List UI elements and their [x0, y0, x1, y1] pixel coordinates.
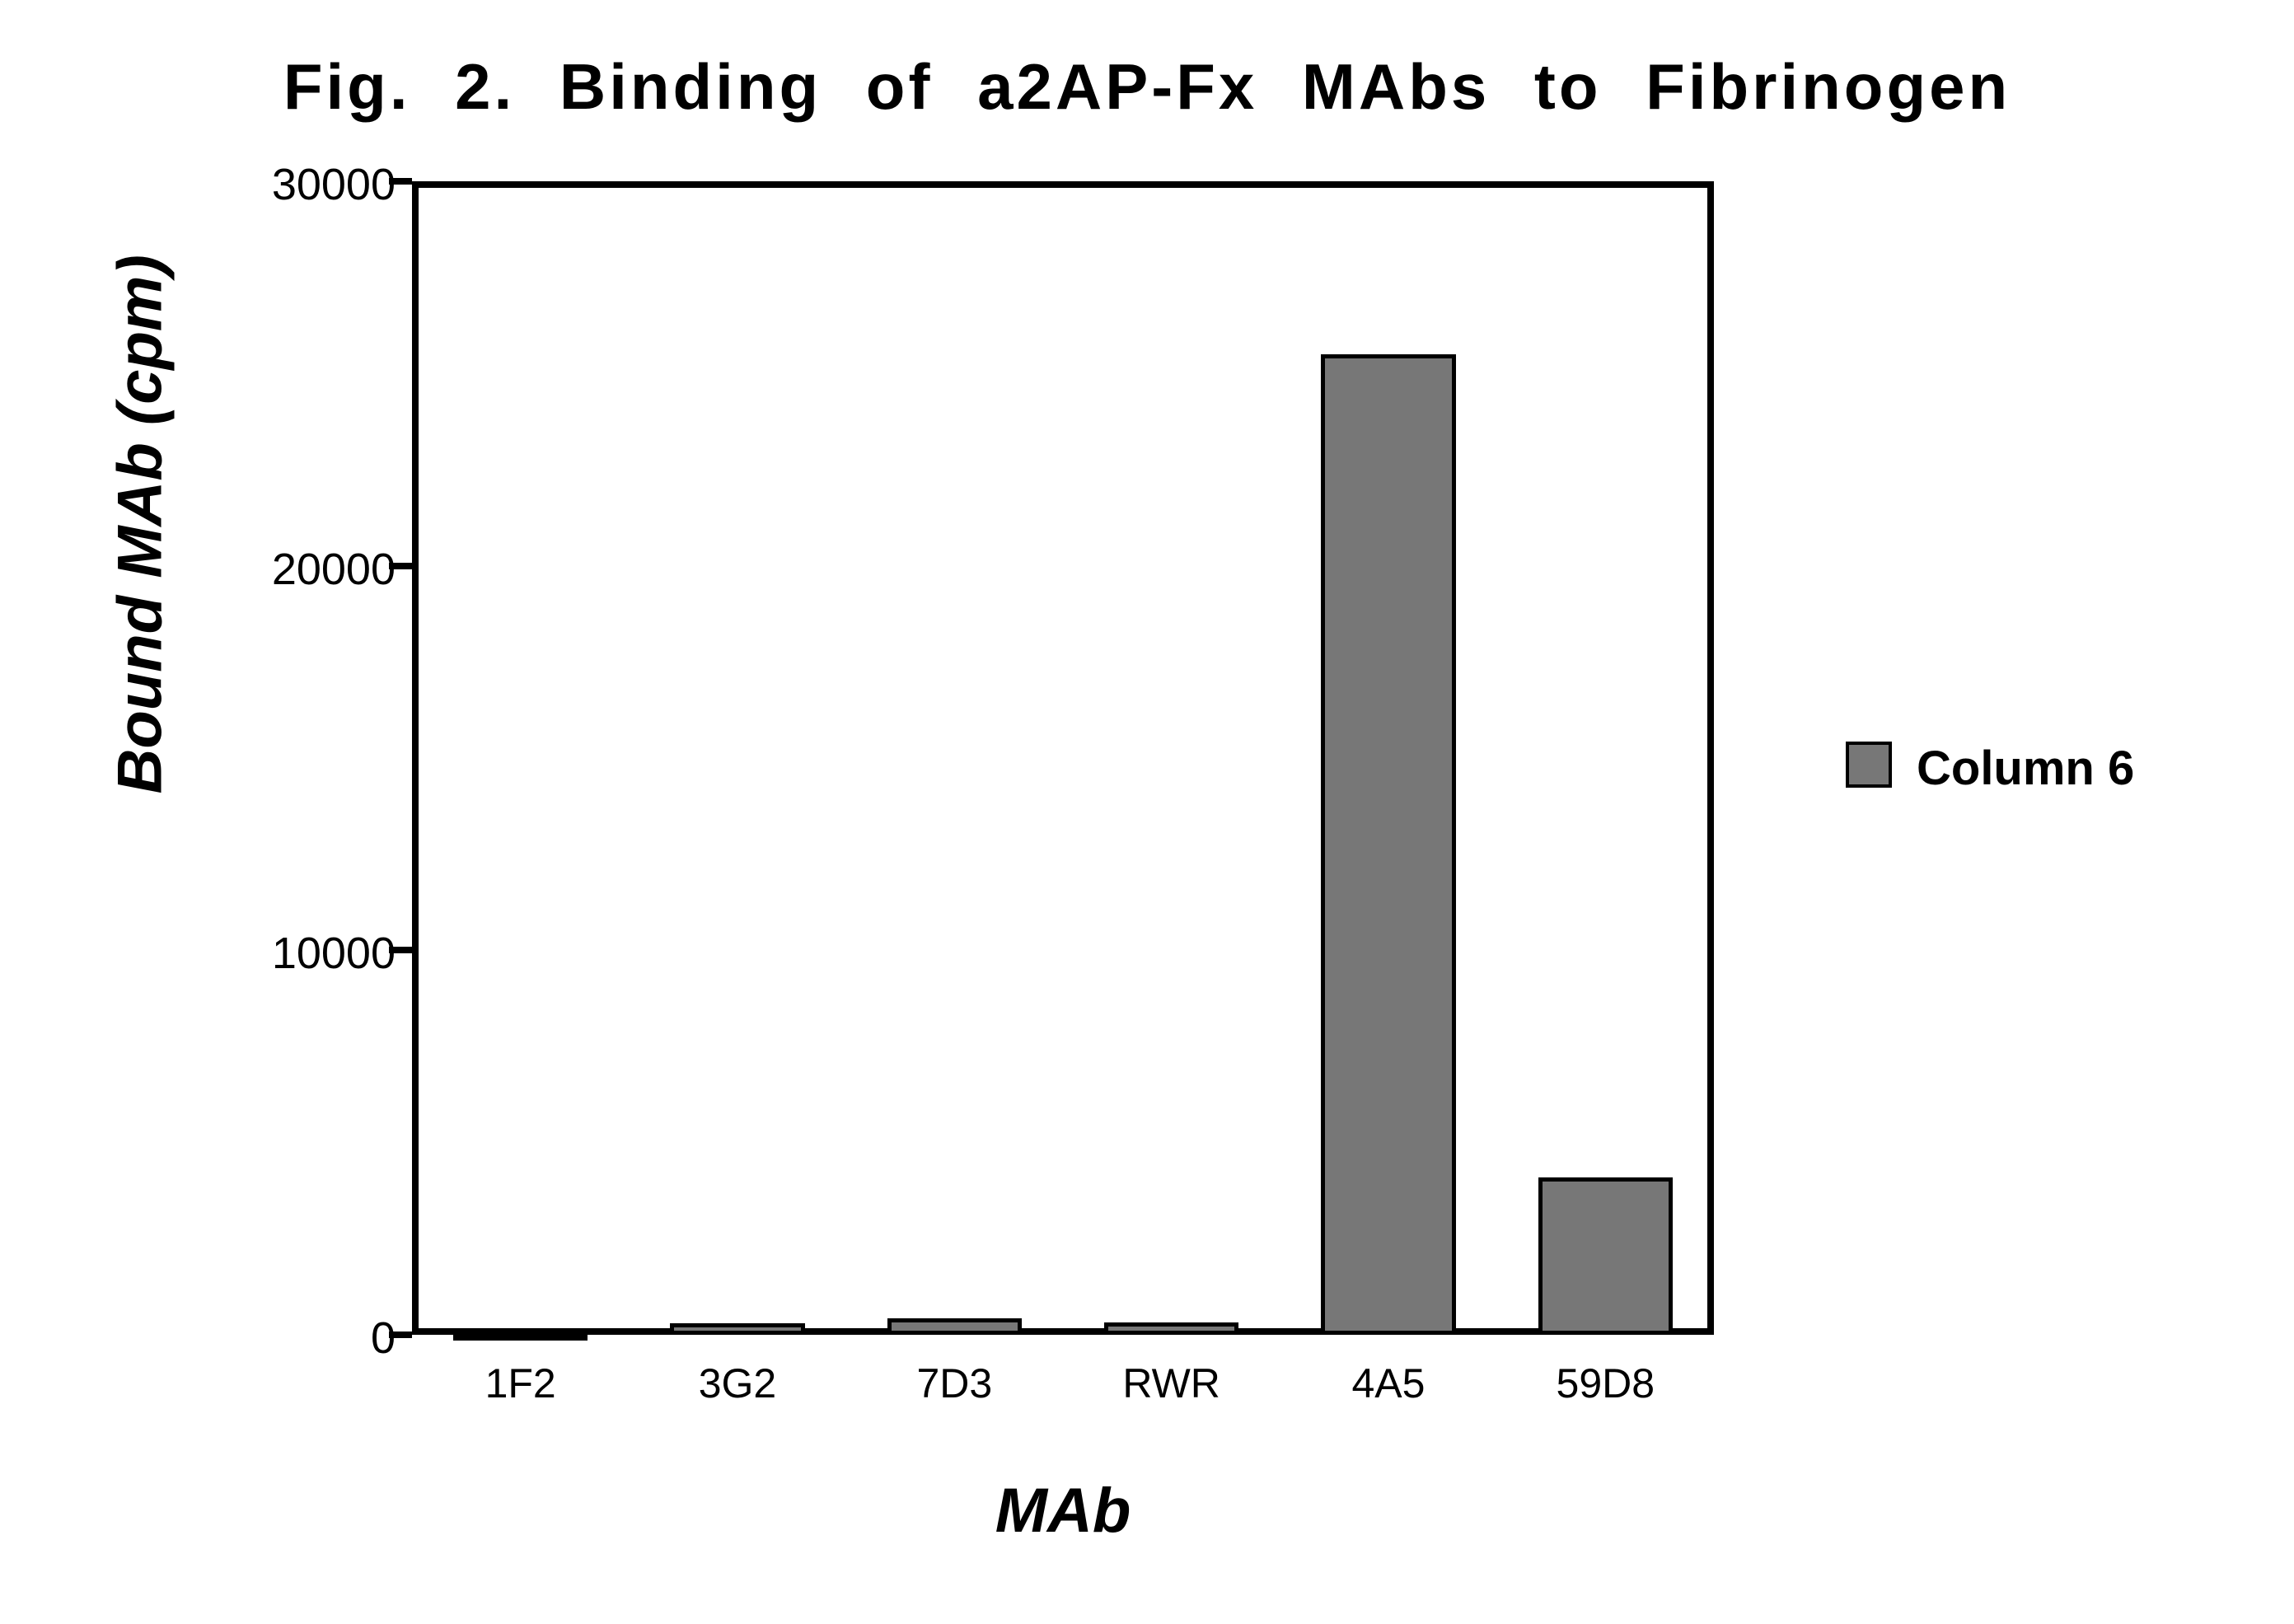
legend-label: Column 6 — [1917, 741, 2134, 796]
bar — [1321, 354, 1455, 1335]
x-tick-label: 1F2 — [412, 1360, 629, 1407]
bar — [887, 1318, 1022, 1335]
x-tick-label: 7D3 — [846, 1360, 1063, 1407]
chart-title: Fig. 2. Binding of a2AP-Fx MAbs to Fibri… — [0, 49, 2294, 124]
y-tick-label: 0 — [214, 1313, 396, 1364]
y-tick-label: 10000 — [214, 928, 396, 979]
x-tick-label: RWR — [1063, 1360, 1280, 1407]
y-tick-mark — [389, 563, 412, 569]
x-tick-label: 4A5 — [1280, 1360, 1496, 1407]
y-tick-mark — [389, 178, 412, 185]
y-tick-label: 20000 — [214, 544, 396, 595]
y-axis-label: Bound MAb (cpm) — [105, 728, 176, 794]
bar — [670, 1323, 804, 1335]
x-tick-label: 3G2 — [629, 1360, 845, 1407]
y-tick-mark — [389, 1331, 412, 1338]
y-tick-label: 30000 — [214, 159, 396, 210]
bar — [1104, 1322, 1238, 1335]
x-tick-label: 59D8 — [1497, 1360, 1714, 1407]
plot-area — [412, 181, 1714, 1335]
y-tick-mark — [389, 947, 412, 953]
bar — [453, 1332, 588, 1341]
bar — [1538, 1177, 1673, 1335]
legend-swatch — [1846, 742, 1892, 788]
x-axis-label: MAb — [412, 1475, 1714, 1547]
